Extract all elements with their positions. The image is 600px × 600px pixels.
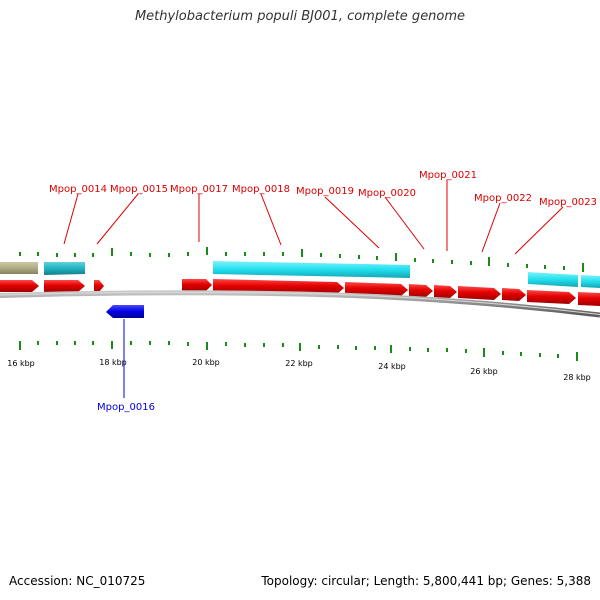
leader-line (324, 196, 380, 249)
inner-ticks (19, 341, 578, 361)
tick-label-26kbp: 26 kbp (470, 367, 498, 376)
gene-label-mpop-0016: Mpop_0016 (97, 402, 155, 413)
tick-labels: 16 kbp 18 kbp 20 kbp 22 kbp 24 kbp 26 kb… (7, 358, 591, 382)
forward-label-leaders (63, 180, 564, 255)
khaki-feature (0, 262, 38, 274)
forward-gene-arrow (502, 288, 526, 301)
leader-line (260, 193, 282, 246)
tick-label-22kbp: 22 kbp (285, 359, 313, 368)
gene-label-mpop-0014: Mpop_0014 (49, 184, 107, 195)
teal-feature (44, 262, 85, 275)
forward-gene-arrow (213, 279, 344, 294)
reverse-gene-arrow (106, 305, 144, 318)
forward-gene-arrow (0, 280, 39, 292)
tick-label-28kbp: 28 kbp (563, 373, 591, 382)
forward-gene-labels: Mpop_0014 Mpop_0015 Mpop_0017 Mpop_0018 … (49, 170, 597, 208)
accession-text: Accession: NC_010725 (9, 574, 146, 588)
outer-ticks (19, 247, 584, 272)
gene-label-mpop-0021: Mpop_0021 (419, 170, 477, 181)
gene-label-mpop-0017: Mpop_0017 (170, 184, 228, 195)
leader-line (481, 202, 501, 253)
forward-gene-arrow (434, 285, 457, 298)
forward-strand-genes (0, 279, 600, 306)
gene-label-mpop-0018: Mpop_0018 (232, 184, 290, 195)
map-title: Methylobacterium populi BJ001, complete … (134, 9, 466, 24)
forward-gene-arrow (182, 279, 212, 291)
cyan-feature (581, 275, 600, 288)
forward-gene-arrow (44, 280, 85, 292)
forward-gene-arrow (458, 286, 501, 300)
cyan-feature (528, 272, 578, 287)
leader-line (384, 196, 425, 250)
leader-line (96, 193, 139, 245)
tick-label-16kbp: 16 kbp (7, 359, 35, 368)
gene-label-mpop-0019: Mpop_0019 (296, 186, 354, 197)
genome-backbone-highlight (0, 291, 600, 315)
tick-label-24kbp: 24 kbp (378, 362, 406, 371)
tick-label-20kbp: 20 kbp (192, 358, 220, 367)
genome-summary-text: Topology: circular; Length: 5,800,441 bp… (261, 574, 591, 588)
gene-label-mpop-0022: Mpop_0022 (474, 193, 532, 204)
forward-gene-arrow (409, 284, 433, 297)
gene-label-mpop-0015: Mpop_0015 (110, 184, 168, 195)
forward-gene-arrow (345, 282, 408, 296)
forward-gene-arrow (527, 290, 576, 304)
forward-gene-arrow (578, 292, 600, 306)
tick-label-18kbp: 18 kbp (99, 358, 127, 367)
forward-gene-arrow (94, 280, 104, 292)
cyan-feature (213, 261, 410, 278)
feature-track (0, 261, 600, 288)
gene-label-mpop-0023: Mpop_0023 (539, 197, 597, 208)
leader-line (63, 193, 79, 245)
leader-line (514, 206, 564, 255)
gene-label-mpop-0020: Mpop_0020 (358, 188, 416, 199)
